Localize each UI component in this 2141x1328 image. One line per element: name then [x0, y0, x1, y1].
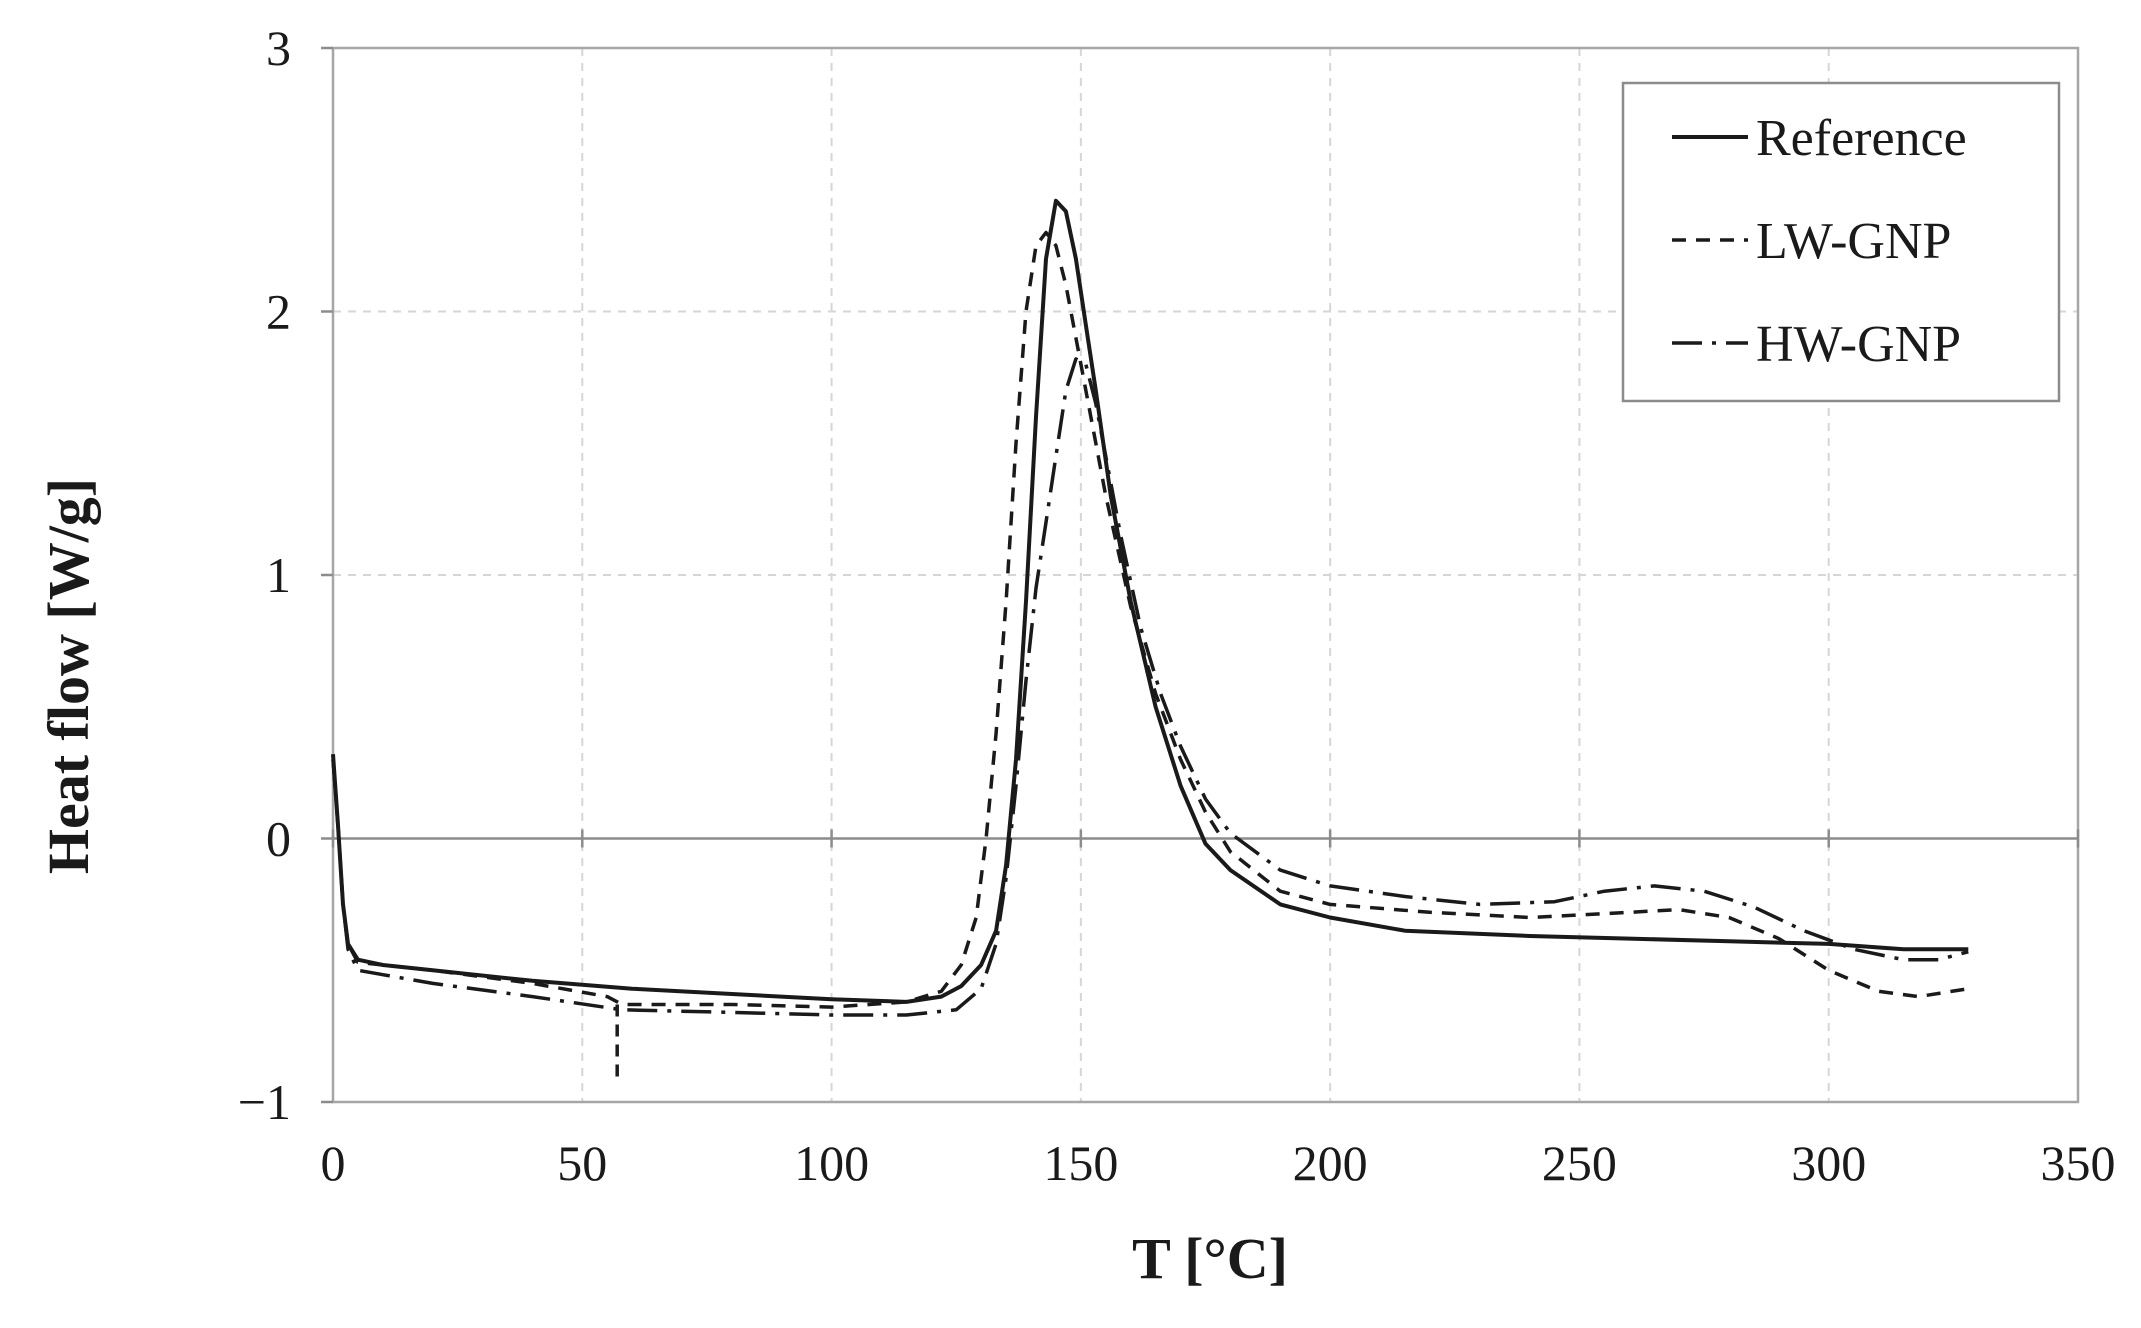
y-tick-label: −1 [238, 1074, 291, 1130]
series-line-lw-gnp [331, 230, 1969, 1009]
series-lines [331, 198, 1969, 1017]
series-line-hw-gnp [331, 357, 1969, 1017]
grid [333, 48, 2078, 1102]
legend-label: HW-GNP [1756, 316, 1961, 373]
x-tick-label: 350 [2041, 1135, 2116, 1191]
x-tick-label: 0 [321, 1135, 346, 1191]
y-tick-label: 1 [266, 547, 291, 603]
x-tick-label: 250 [1542, 1135, 1617, 1191]
x-tick-label: 200 [1293, 1135, 1368, 1191]
y-axis-title: Heat flow [W/g] [36, 478, 101, 874]
tick-labels: 0 50 100 150 200 250 300 350 −1 0 1 2 3 [238, 20, 2116, 1191]
legend-label: LW-GNP [1756, 213, 1951, 270]
y-tick-label: 0 [266, 811, 291, 867]
y-tick-label: 2 [266, 284, 291, 340]
x-axis-title: T [°C] [1132, 1226, 1288, 1291]
legend-label: Reference [1756, 110, 1967, 167]
y-tick-label: 3 [266, 20, 291, 76]
legend: Reference LW-GNP HW-GNP [1621, 81, 2061, 403]
x-tick-label: 50 [557, 1135, 607, 1191]
x-tick-label: 300 [1791, 1135, 1866, 1191]
x-tick-label: 100 [794, 1135, 869, 1191]
x-tick-label: 150 [1043, 1135, 1118, 1191]
